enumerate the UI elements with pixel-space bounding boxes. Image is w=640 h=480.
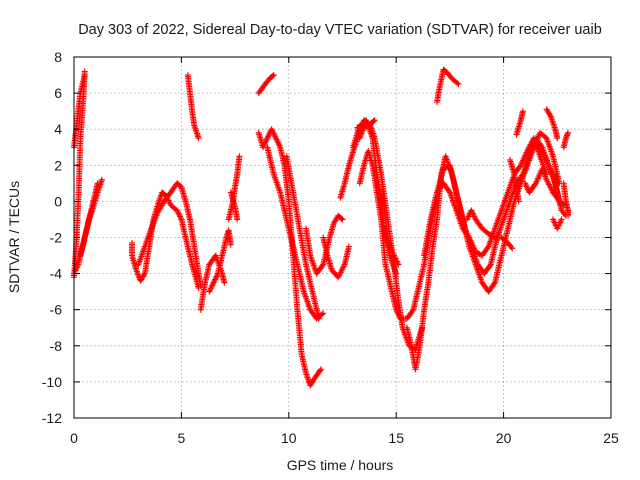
y-tick-label: 0 bbox=[54, 193, 62, 209]
y-tick-label: -4 bbox=[50, 266, 63, 282]
grid-lines bbox=[74, 57, 611, 418]
y-tick-label: 8 bbox=[54, 49, 62, 65]
x-tick-label: 10 bbox=[281, 430, 297, 446]
y-tick-label: 2 bbox=[54, 157, 62, 173]
y-tick-label: -2 bbox=[50, 230, 63, 246]
data-points bbox=[71, 66, 571, 389]
y-tick-label: -10 bbox=[42, 374, 62, 390]
axis-ticks: 0 5 10 15 20 25 -12 -10 -8 -6 -4 -2 0 2 4 6 8 bbox=[42, 49, 619, 446]
x-tick-label: 25 bbox=[603, 430, 619, 446]
x-axis-label: GPS time / hours bbox=[287, 457, 394, 473]
y-tick-label: -6 bbox=[50, 302, 63, 318]
sdtvar-plus-markers bbox=[71, 66, 571, 389]
chart-title: Day 303 of 2022, Sidereal Day-to-day VTE… bbox=[78, 22, 602, 38]
x-tick-label: 20 bbox=[496, 430, 512, 446]
y-tick-label: 4 bbox=[54, 121, 62, 137]
y-tick-label: -8 bbox=[50, 338, 63, 354]
x-tick-label: 15 bbox=[388, 430, 404, 446]
y-axis-label: SDTVAR / TECUs bbox=[6, 181, 22, 293]
x-tick-label: 5 bbox=[178, 430, 186, 446]
y-tick-label: 6 bbox=[54, 85, 62, 101]
x-tick-label: 0 bbox=[70, 430, 78, 446]
y-tick-label: -12 bbox=[42, 410, 62, 426]
